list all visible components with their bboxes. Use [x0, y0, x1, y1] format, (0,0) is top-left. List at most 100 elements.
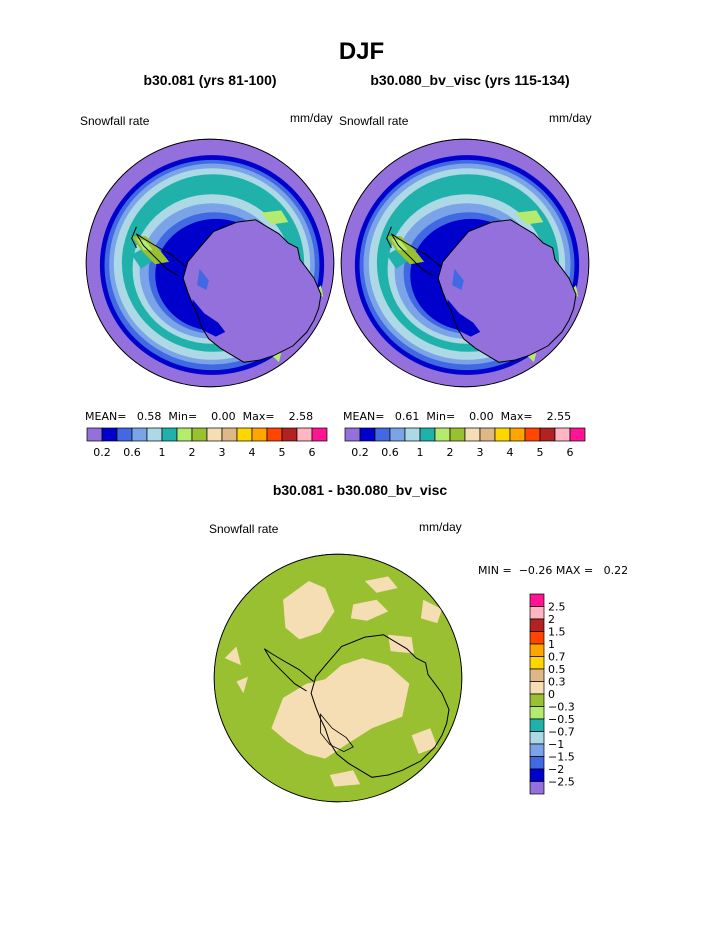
- colorbar-swatch: [494, 427, 511, 442]
- colorbar-tick-label: 5: [279, 446, 286, 459]
- max-label: Max=: [500, 410, 533, 423]
- diff-panel-title: b30.081 - b30.080_bv_visc: [272, 482, 448, 498]
- legend-level-label: 0: [548, 688, 555, 701]
- panel-1-stats: MEAN= 0.58 Min= 0.00 Max= 2.58: [85, 410, 313, 423]
- mean-value: 0.58: [136, 410, 162, 423]
- colorbar-tick-label: 0.2: [351, 446, 369, 459]
- colorbar-swatch: [251, 427, 268, 442]
- panel-2-title: b30.080_bv_visc (yrs 115-134): [370, 72, 570, 88]
- diff-patch-zero: [411, 728, 438, 754]
- coastline: [437, 219, 577, 363]
- legend-level-label: 2: [548, 613, 555, 626]
- max-label: Max=: [242, 410, 275, 423]
- legend-level-label: 0.7: [548, 651, 566, 664]
- map-body: [213, 553, 463, 803]
- colorbar-swatch: [146, 427, 163, 442]
- colorbar-swatch: [539, 427, 556, 442]
- colorbar-swatch: [296, 427, 313, 442]
- colorbar-swatch: [311, 427, 328, 442]
- diff-patch-zero: [353, 674, 396, 708]
- legend-level-label: 0.3: [548, 676, 566, 689]
- mean-value: 0.61: [394, 410, 420, 423]
- colorbar-tick-label: 1: [159, 446, 166, 459]
- coastline: [182, 219, 322, 363]
- colorbar-swatch: [449, 427, 466, 442]
- coastline-peninsula: [135, 233, 186, 277]
- panel-2-stats: MEAN= 0.61 Min= 0.00 Max= 2.55: [343, 410, 571, 423]
- colorbar-panel-2: 0.2 0.6 1 2 3 4 5 6: [344, 427, 586, 459]
- colorbar-swatch: [221, 427, 238, 442]
- diff-patch-zero: [388, 634, 414, 654]
- legend-level-label: −0.3: [548, 701, 575, 714]
- legend-swatch: [529, 656, 545, 670]
- panel-2-units: mm/day: [549, 111, 592, 125]
- legend-level-label: 1.5: [548, 626, 566, 639]
- colorbar-tick-label: 5: [537, 446, 544, 459]
- colorbar-tick-label: 1: [417, 446, 424, 459]
- max-value: 2.55: [546, 410, 572, 423]
- colorbar-swatch: [101, 427, 118, 442]
- weddell-shelf: [197, 268, 209, 290]
- map-diff-panel: [213, 553, 463, 803]
- colorbar-tick-label: 4: [249, 446, 256, 459]
- legend-level-label: −0.7: [548, 726, 575, 739]
- min-label: Min=: [168, 410, 198, 423]
- legend-swatch: [529, 693, 545, 707]
- panel-2-var-label: Snowfall rate: [339, 114, 409, 128]
- mean-label: MEAN=: [85, 410, 127, 423]
- min-label: MIN =: [478, 564, 512, 577]
- diff-var-label: Snowfall rate: [209, 522, 279, 536]
- colorbar-swatch: [389, 427, 406, 442]
- weddell-shelf: [452, 268, 464, 290]
- colorbar-tick-label: 0.2: [93, 446, 111, 459]
- diff-patch-zero: [283, 581, 335, 640]
- legend-level-label: 1: [548, 638, 555, 651]
- legend-swatch: [529, 618, 545, 632]
- colorbar-swatch: [509, 427, 526, 442]
- coastline-south-america: [131, 226, 137, 249]
- legend-swatch: [529, 668, 545, 682]
- colorbar-tick-label: 0.6: [381, 446, 399, 459]
- min-label: Min=: [426, 410, 456, 423]
- diff-patch-zero: [364, 576, 398, 593]
- colorbar-swatch: [236, 427, 253, 442]
- legend-swatch: [529, 606, 545, 620]
- colorbar-swatch: [554, 427, 571, 442]
- colorbar-swatch: [344, 427, 361, 442]
- coastline: [310, 634, 450, 778]
- colorbar-tick-label: 6: [567, 446, 574, 459]
- colorbar-swatch: [359, 427, 376, 442]
- legend-level-label: −2: [548, 763, 564, 776]
- colorbar-tick-label: 2: [447, 446, 454, 459]
- diff-patch-zero: [329, 770, 361, 787]
- diff-patch-zero: [350, 599, 389, 621]
- colorbar-swatch: [464, 427, 481, 442]
- contour-patch: [260, 210, 289, 225]
- legend-swatch: [529, 731, 545, 745]
- diff-patch-zero: [224, 646, 241, 666]
- ross-ice-shelf: [447, 299, 481, 337]
- legend-swatch: [529, 593, 545, 607]
- legend-level-label: 2.5: [548, 601, 566, 614]
- colorbar-swatch: [206, 427, 223, 442]
- legend-level-label: −1.5: [548, 751, 575, 764]
- map-border: [85, 138, 335, 388]
- colorbar-swatch: [266, 427, 283, 442]
- max-label: MAX =: [555, 564, 594, 577]
- panel-1-units: mm/day: [290, 111, 333, 125]
- legend-level-label: −1: [548, 738, 564, 751]
- colorbar-swatch: [131, 427, 148, 442]
- map-body: [85, 138, 335, 388]
- colorbar-swatch: [86, 427, 103, 442]
- coastline-south-america: [386, 226, 392, 249]
- legend-level-label: −0.5: [548, 713, 575, 726]
- panel-1-var-label: Snowfall rate: [80, 114, 150, 128]
- colorbar-swatch: [569, 427, 586, 442]
- max-value: 0.22: [603, 564, 629, 577]
- colorbar-swatch: [176, 427, 193, 442]
- colorbar-tick-label: 3: [477, 446, 484, 459]
- legend-swatch: [529, 768, 545, 782]
- colorbar-swatch: [281, 427, 298, 442]
- colorbar-tick-label: 3: [219, 446, 226, 459]
- min-value: 0.00: [469, 410, 494, 423]
